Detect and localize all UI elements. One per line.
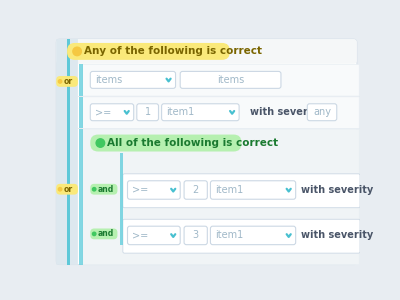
Text: item1: item1 <box>166 107 194 117</box>
Text: with severity: with severity <box>301 230 373 240</box>
FancyBboxPatch shape <box>90 184 118 195</box>
FancyBboxPatch shape <box>90 104 134 121</box>
Text: items: items <box>95 75 122 85</box>
FancyBboxPatch shape <box>82 64 359 96</box>
FancyBboxPatch shape <box>82 129 359 265</box>
Text: 1: 1 <box>144 107 151 117</box>
Text: and: and <box>98 230 114 238</box>
FancyBboxPatch shape <box>137 104 158 121</box>
Text: items: items <box>217 75 244 85</box>
Text: 2: 2 <box>192 185 199 195</box>
FancyBboxPatch shape <box>90 229 118 239</box>
FancyBboxPatch shape <box>123 219 360 253</box>
FancyBboxPatch shape <box>184 226 207 245</box>
FancyBboxPatch shape <box>56 39 357 64</box>
FancyBboxPatch shape <box>128 181 180 199</box>
FancyBboxPatch shape <box>90 135 242 152</box>
FancyBboxPatch shape <box>184 181 207 199</box>
Circle shape <box>92 232 96 236</box>
Text: item1: item1 <box>215 185 243 195</box>
FancyBboxPatch shape <box>82 97 359 128</box>
Bar <box>78 96 360 97</box>
FancyBboxPatch shape <box>128 226 180 245</box>
Text: and: and <box>98 185 114 194</box>
Text: or: or <box>64 77 73 86</box>
Bar <box>80 64 82 96</box>
Text: Any of the following is correct: Any of the following is correct <box>84 46 262 56</box>
Text: item1: item1 <box>215 230 243 240</box>
Bar <box>78 128 360 129</box>
Circle shape <box>92 188 96 191</box>
Text: >=: >= <box>132 230 148 240</box>
FancyBboxPatch shape <box>90 71 176 88</box>
Circle shape <box>73 47 81 56</box>
Text: any: any <box>313 107 331 117</box>
Text: >=: >= <box>132 185 148 195</box>
FancyBboxPatch shape <box>56 76 78 87</box>
Text: with severity: with severity <box>301 185 373 195</box>
FancyBboxPatch shape <box>56 184 78 195</box>
FancyBboxPatch shape <box>67 43 230 60</box>
FancyBboxPatch shape <box>307 104 337 121</box>
FancyBboxPatch shape <box>123 174 360 208</box>
Text: >=: >= <box>95 107 111 117</box>
FancyBboxPatch shape <box>56 39 78 265</box>
Bar <box>120 153 123 245</box>
FancyBboxPatch shape <box>210 226 296 245</box>
Circle shape <box>58 80 62 83</box>
FancyBboxPatch shape <box>180 71 281 88</box>
FancyBboxPatch shape <box>56 39 357 265</box>
Circle shape <box>58 188 62 191</box>
Circle shape <box>96 139 105 147</box>
Bar <box>67 39 70 265</box>
Bar <box>80 129 82 265</box>
FancyBboxPatch shape <box>210 181 296 199</box>
FancyBboxPatch shape <box>162 104 239 121</box>
Bar <box>80 97 82 128</box>
Text: with severity: with severity <box>250 107 322 117</box>
Text: 3: 3 <box>193 230 199 240</box>
Text: All of the following is correct: All of the following is correct <box>107 138 278 148</box>
Text: or: or <box>64 185 73 194</box>
